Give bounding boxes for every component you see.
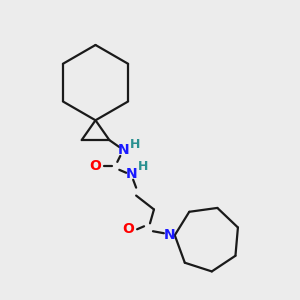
Text: H: H [138,160,148,173]
Text: N: N [117,143,129,157]
Text: N: N [125,167,137,181]
Text: N: N [164,228,176,242]
Text: H: H [130,138,140,151]
Text: O: O [122,222,134,236]
Text: O: O [90,159,101,173]
